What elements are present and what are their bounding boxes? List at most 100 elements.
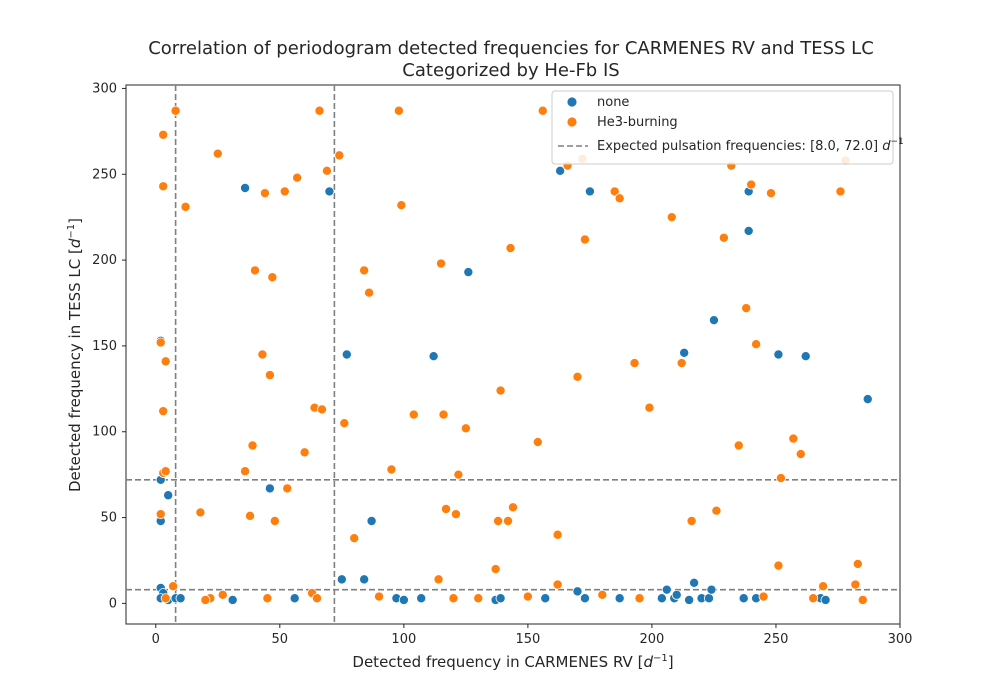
- data-point-he3-burning: [818, 581, 829, 592]
- x-tick-label: 100: [391, 632, 416, 647]
- data-point-he3-burning: [279, 186, 290, 197]
- data-point-he3-burning: [168, 581, 179, 592]
- y-tick-label: 0: [109, 596, 117, 611]
- data-point-he3-burning: [493, 516, 504, 527]
- data-point-none: [341, 349, 352, 360]
- data-point-he3-burning: [495, 385, 506, 396]
- data-point-he3-burning: [733, 440, 744, 451]
- data-point-he3-burning: [773, 560, 784, 571]
- data-point-none: [163, 490, 174, 501]
- data-point-he3-burning: [751, 339, 762, 350]
- data-point-none: [416, 593, 427, 604]
- data-point-none: [661, 584, 672, 595]
- data-point-none: [175, 593, 186, 604]
- data-point-he3-burning: [490, 564, 501, 575]
- data-point-he3-burning: [262, 593, 273, 604]
- data-point-he3-burning: [788, 433, 799, 444]
- data-point-he3-burning: [552, 529, 563, 540]
- data-point-none: [359, 574, 370, 585]
- data-point-he3-burning: [158, 129, 169, 140]
- data-point-he3-burning: [436, 258, 447, 269]
- data-point-he3-burning: [450, 509, 461, 520]
- data-point-he3-burning: [676, 358, 687, 369]
- data-point-he3-burning: [460, 423, 471, 434]
- data-point-none: [679, 347, 690, 358]
- data-point-he3-burning: [259, 188, 270, 199]
- data-point-he3-burning: [312, 593, 323, 604]
- legend-label-reference: Expected pulsation frequencies: [8.0, 72…: [597, 137, 904, 154]
- data-point-he3-burning: [850, 579, 861, 590]
- data-point-he3-burning: [552, 579, 563, 590]
- data-point-he3-burning: [408, 409, 419, 420]
- data-point-he3-burning: [160, 466, 171, 477]
- data-point-he3-burning: [795, 449, 806, 460]
- data-point-he3-burning: [852, 558, 863, 569]
- data-point-none: [738, 593, 749, 604]
- y-ticks: 0 50 100 150 200 250 300: [92, 81, 126, 611]
- x-tick-label: 250: [764, 632, 789, 647]
- x-tick-label: 50: [272, 632, 289, 647]
- data-point-none: [572, 586, 583, 597]
- data-point-he3-burning: [155, 337, 166, 348]
- data-point-he3-burning: [433, 574, 444, 585]
- data-point-he3-burning: [629, 358, 640, 369]
- data-point-he3-burning: [292, 172, 303, 183]
- data-point-none: [398, 594, 409, 605]
- data-point-none: [862, 394, 873, 405]
- data-point-he3-burning: [741, 303, 752, 314]
- data-point-he3-burning: [299, 447, 310, 458]
- data-point-none: [495, 593, 506, 604]
- y-tick-label: 250: [92, 167, 117, 182]
- data-point-none: [579, 593, 590, 604]
- data-point-none: [671, 589, 682, 600]
- data-point-he3-burning: [195, 507, 206, 518]
- chart-title: Correlation of periodogram detected freq…: [148, 38, 874, 59]
- x-ticks: 0 50 100 150 200 250 300: [152, 624, 913, 647]
- x-tick-label: 0: [152, 632, 160, 647]
- data-point-he3-burning: [158, 181, 169, 192]
- data-point-none: [463, 267, 474, 278]
- data-point-he3-burning: [438, 409, 449, 420]
- data-point-none: [264, 483, 275, 494]
- y-tick-label: 300: [92, 81, 117, 96]
- y-axis-label: Detected frequency in TESS LC [d−1]: [66, 218, 84, 492]
- data-point-none: [336, 574, 347, 585]
- data-point-none: [227, 594, 238, 605]
- data-point-he3-burning: [453, 469, 464, 480]
- data-points: [155, 105, 873, 605]
- data-point-he3-burning: [609, 186, 620, 197]
- data-point-none: [703, 593, 714, 604]
- legend-box: [551, 90, 894, 165]
- plot-area: [125, 84, 901, 625]
- data-point-he3-burning: [158, 406, 169, 417]
- data-point-none: [684, 594, 695, 605]
- data-point-he3-burning: [503, 516, 514, 527]
- data-point-none: [555, 165, 566, 176]
- legend-label-none: none: [597, 95, 629, 110]
- legend-marker-he3-burning: [566, 116, 578, 128]
- data-point-none: [584, 186, 595, 197]
- x-tick-label: 300: [888, 632, 913, 647]
- data-point-none: [366, 516, 377, 527]
- data-point-he3-burning: [758, 591, 769, 602]
- x-tick-label: 200: [640, 632, 665, 647]
- data-point-he3-burning: [200, 594, 211, 605]
- x-axis-label: Detected frequency in CARMENES RV [d−1]: [352, 653, 673, 671]
- data-point-he3-burning: [634, 593, 645, 604]
- data-point-he3-burning: [572, 371, 583, 382]
- data-point-he3-burning: [240, 466, 251, 477]
- legend-label-he3-burning: He3-burning: [597, 115, 678, 130]
- data-point-he3-burning: [386, 464, 397, 475]
- data-point-he3-burning: [155, 509, 166, 520]
- y-tick-label: 100: [92, 425, 117, 440]
- data-point-none: [428, 351, 439, 362]
- data-point-none: [800, 351, 811, 362]
- data-point-he3-burning: [267, 272, 278, 283]
- data-point-he3-burning: [339, 418, 350, 429]
- data-point-he3-burning: [686, 516, 697, 527]
- data-point-none: [614, 593, 625, 604]
- data-point-he3-burning: [393, 105, 404, 116]
- data-point-he3-burning: [374, 591, 385, 602]
- data-point-he3-burning: [507, 502, 518, 513]
